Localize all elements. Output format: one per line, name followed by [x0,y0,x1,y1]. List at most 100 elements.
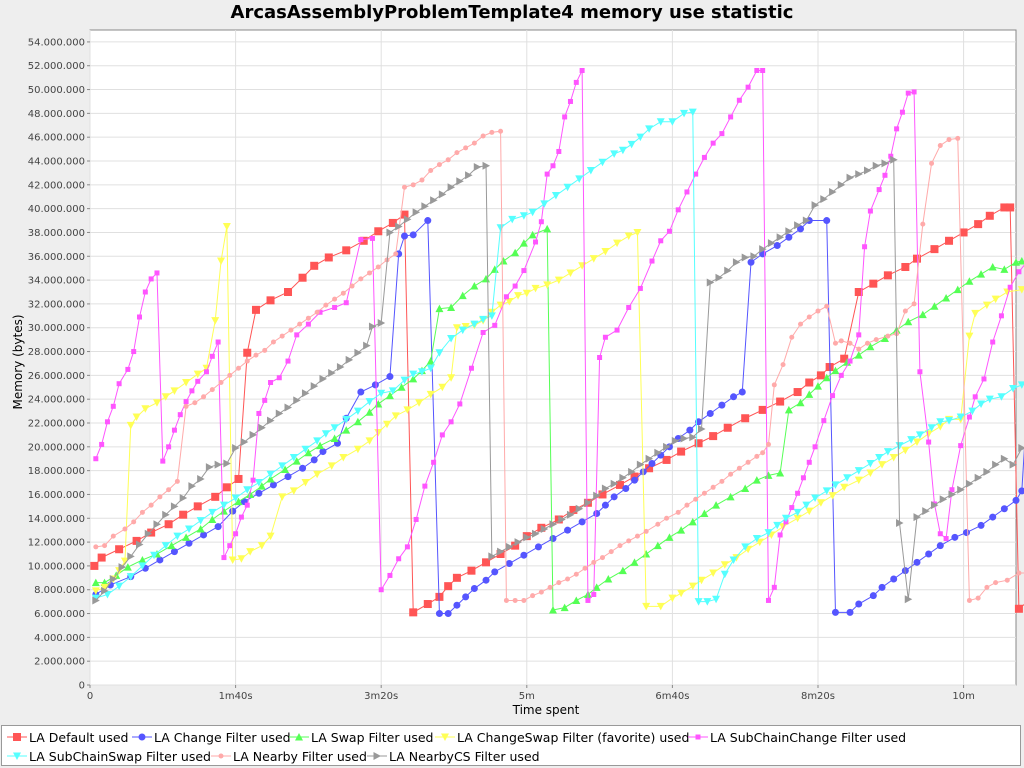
data-point [488,552,496,561]
data-point [802,216,811,225]
data-point [305,321,311,327]
data-point [249,430,258,439]
data-point [457,401,463,407]
data-point [284,403,293,412]
data-point [400,232,408,240]
data-point [882,172,888,178]
data-point [831,481,840,489]
data-point [618,566,627,575]
y-tick-label: 0 [79,681,85,692]
data-point [747,258,755,266]
data-point [811,494,820,503]
data-point [693,171,699,177]
data-point [136,540,144,549]
data-point [266,474,275,483]
legend-label: LA SubChainChange Filter used [710,730,907,745]
data-point [314,309,320,315]
data-point [462,593,470,601]
data-point [936,418,945,426]
data-point [698,424,706,433]
data-point [764,529,773,537]
data-point [244,502,250,508]
data-point [1017,257,1024,265]
data-point [233,531,239,537]
data-point [601,484,610,493]
legend-label: LA Default used [29,730,129,745]
data-point [1012,258,1020,266]
series-5 [93,67,1024,603]
data-point [503,294,509,300]
data-point [777,532,783,538]
data-point [684,502,690,508]
data-point [904,595,913,604]
data-point [846,608,854,616]
data-point [575,175,584,183]
data-point [955,135,961,141]
legend-marker [441,733,449,741]
data-point [634,533,640,539]
data-point [528,208,537,217]
legend-marker [695,734,701,740]
data-point [703,598,712,606]
data-point [597,355,603,360]
data-point [267,416,275,425]
data-point [710,484,716,490]
data-point [549,535,557,543]
data-point [374,429,383,437]
data-point [951,533,959,541]
data-point [771,584,777,590]
data-point [298,273,307,282]
data-point [812,444,818,450]
data-point [990,339,996,345]
y-tick-label: 14.000.000 [28,514,85,525]
data-point [820,195,828,204]
data-point [972,394,978,400]
data-point [878,583,886,591]
data-point [319,448,327,456]
data-point [465,171,473,180]
data-point [719,478,725,484]
data-point [831,608,839,616]
data-point [998,313,1004,319]
data-point [453,601,461,609]
y-tick-label: 24.000.000 [28,395,85,406]
data-point [997,393,1006,401]
data-point [648,459,656,467]
data-point [875,454,884,462]
data-point [718,401,726,409]
data-point [251,305,260,314]
legend-label: LA ChangeSwap Filter (favorite) used [457,730,690,745]
data-point [419,177,425,183]
data-point [822,487,831,495]
y-tick-label: 36.000.000 [28,252,85,263]
data-point [164,520,173,529]
data-point [342,415,351,424]
data-point [519,212,528,220]
data-point [349,283,355,289]
data-point [549,605,557,614]
data-point [174,478,180,484]
data-point [913,513,921,522]
data-point [551,192,560,200]
data-point [929,160,935,166]
data-point [966,414,972,420]
data-point [378,587,384,593]
data-point [688,108,697,117]
data-point [815,308,821,314]
data-point [846,173,855,182]
data-point [281,465,290,473]
data-point [1000,454,1009,463]
data-point [301,479,310,487]
data-point [855,600,863,608]
data-point [540,200,549,208]
data-point [863,166,872,175]
data-point [1014,604,1023,613]
y-axis-label: Memory (bytes) [11,314,25,409]
data-point [192,400,198,406]
data-point [913,558,921,566]
data-point [1009,460,1018,469]
data-point [353,445,362,454]
data-point [800,475,806,481]
data-point [838,338,844,344]
data-point [91,578,100,587]
